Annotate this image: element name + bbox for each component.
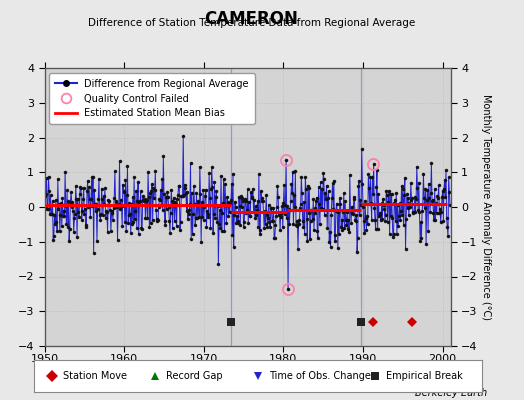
Text: Difference of Station Temperature Data from Regional Average: Difference of Station Temperature Data f… — [88, 18, 415, 28]
Y-axis label: Monthly Temperature Anomaly Difference (°C): Monthly Temperature Anomaly Difference (… — [482, 94, 492, 320]
Text: 1950: 1950 — [30, 354, 59, 364]
Text: Station Move: Station Move — [63, 371, 127, 381]
Text: Record Gap: Record Gap — [166, 371, 223, 381]
Text: Empirical Break: Empirical Break — [386, 371, 463, 381]
Text: 1960: 1960 — [110, 354, 138, 364]
Text: Berkeley Earth: Berkeley Earth — [415, 388, 487, 398]
Text: 2000: 2000 — [429, 354, 457, 364]
Legend: Difference from Regional Average, Quality Control Failed, Estimated Station Mean: Difference from Regional Average, Qualit… — [49, 73, 255, 124]
Text: CAMERON: CAMERON — [204, 10, 299, 28]
Text: 1980: 1980 — [269, 354, 298, 364]
Text: 1970: 1970 — [190, 354, 218, 364]
Text: 1990: 1990 — [349, 354, 377, 364]
Text: Time of Obs. Change: Time of Obs. Change — [269, 371, 371, 381]
